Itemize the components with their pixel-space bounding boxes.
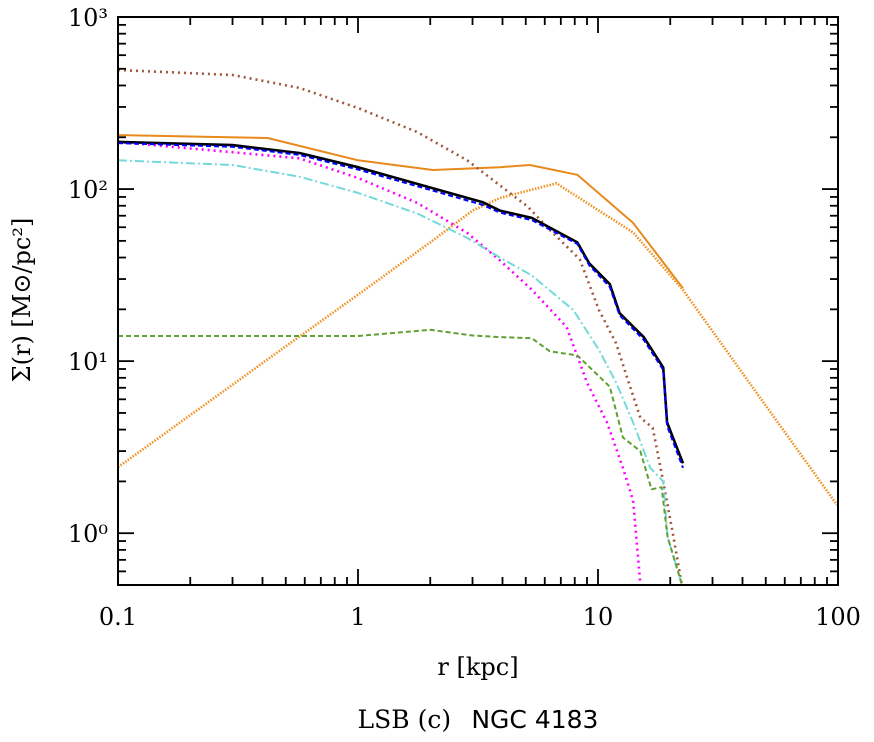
series-line-7: [118, 142, 684, 469]
caption-galaxy-name: NGC 4183: [471, 705, 598, 734]
plot-frame: [117, 16, 839, 586]
series-line-4: [118, 159, 683, 584]
series-line-2: [118, 68, 683, 584]
caption-prefix: LSB (c): [358, 705, 452, 734]
caption: LSB (c) NGC 4183: [358, 705, 599, 734]
series-line-6: [118, 140, 685, 464]
y-tick-label: 10³: [68, 4, 108, 32]
curves: [118, 68, 838, 584]
x-tick-label: 1: [350, 603, 365, 631]
y-axis-label: Σ(r) [M⊙/pc²]: [8, 218, 36, 383]
x-tick-label: 10: [583, 603, 614, 631]
series-line-3: [118, 140, 642, 584]
x-tick-label: 0.1: [99, 603, 137, 631]
series-line-1: [118, 182, 838, 506]
y-tick-label: 10⁰: [68, 520, 108, 548]
series-line-5: [118, 328, 683, 584]
x-axis-label: r [kpc]: [437, 653, 518, 681]
axis-ticks: [117, 17, 838, 586]
y-tick-label: 10¹: [68, 348, 108, 376]
y-tick-label: 10²: [68, 176, 108, 204]
series-line-0: [118, 134, 684, 289]
tick-labels: 0.1 1 10 100 10⁰ 10¹ 10² 10³: [68, 4, 861, 631]
x-tick-label: 100: [815, 603, 861, 631]
